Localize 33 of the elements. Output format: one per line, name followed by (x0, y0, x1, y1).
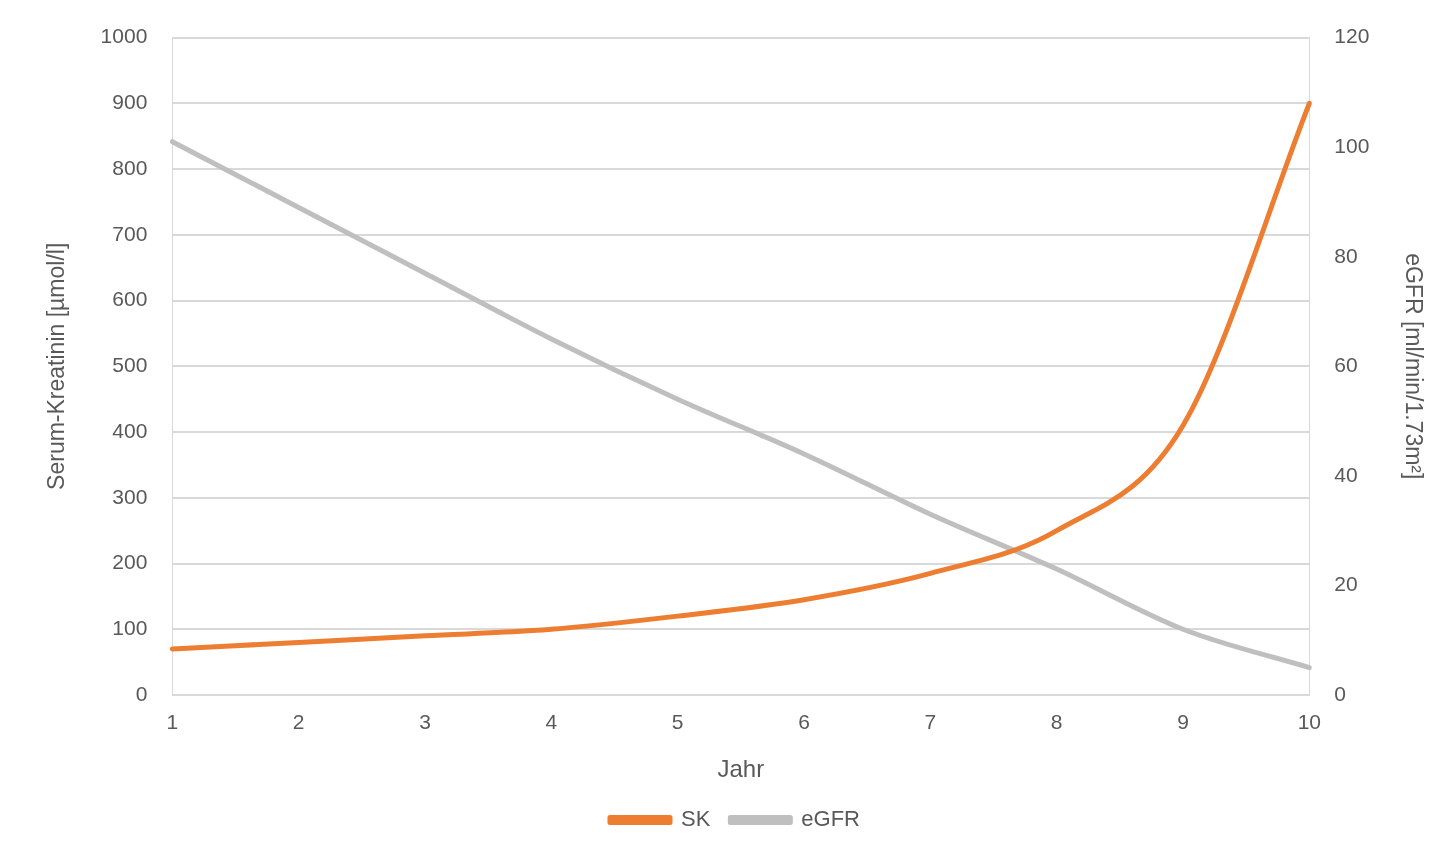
y-tick-label: 900 (112, 90, 148, 114)
y2-tick-label: 60 (1334, 353, 1358, 377)
x-tick-label: 5 (671, 710, 684, 734)
y2-tick-label: 20 (1334, 572, 1358, 596)
x-tick-label: 4 (545, 710, 558, 734)
x-tick-label: 9 (1177, 710, 1189, 734)
y-tick-label: 500 (112, 353, 148, 377)
x-tick-label: 2 (292, 710, 305, 734)
x-tick-label: 1 (166, 710, 179, 734)
y2-tick-label: 80 (1334, 243, 1358, 267)
x-tick-label: 8 (1050, 710, 1063, 734)
y2-tick-label: 0 (1334, 681, 1347, 705)
y-tick-label: 200 (112, 550, 148, 574)
legend-label: eGFR (801, 806, 861, 832)
y-tick-label: 100 (112, 616, 148, 640)
x-tick-label: 3 (419, 710, 431, 734)
x-tick-label: 6 (798, 710, 810, 734)
x-tick-label: 10 (1297, 710, 1322, 734)
y-tick-label: 600 (112, 287, 148, 311)
y-axis-title: Serum-Kreatinin [µmol/l] (43, 242, 70, 490)
y2-tick-label: 120 (1334, 24, 1370, 48)
x-axis-title: Jahr (717, 755, 765, 783)
y-tick-label: 400 (112, 418, 148, 442)
y-tick-label: 700 (112, 221, 148, 245)
y-tick-label: 1000 (100, 24, 148, 48)
y2-axis-title: eGFR [ml/min/1.73m²] (1400, 253, 1427, 480)
legend-label: SK (680, 806, 711, 832)
y2-tick-label: 100 (1334, 133, 1370, 157)
y-tick-label: 800 (112, 155, 148, 179)
y2-tick-label: 40 (1334, 462, 1358, 486)
y-tick-label: 0 (135, 681, 148, 705)
x-tick-label: 7 (924, 710, 937, 734)
y-tick-label: 300 (112, 484, 148, 508)
